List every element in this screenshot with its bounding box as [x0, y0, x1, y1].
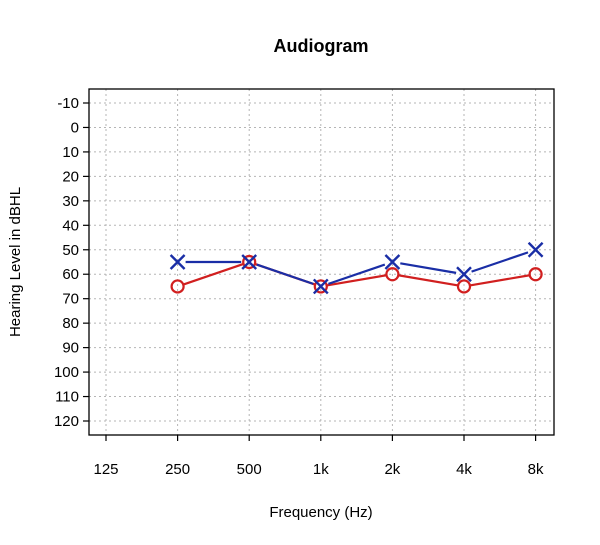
circle-marker: [385, 267, 400, 282]
y-tick-label: 100: [54, 364, 79, 381]
grid: [89, 89, 554, 435]
y-tick-label: 30: [62, 193, 79, 210]
x-tick-label: 250: [165, 461, 190, 478]
y-tick-label: 80: [62, 315, 79, 332]
cross-marker: [169, 254, 186, 270]
y-tick-label: 70: [62, 291, 79, 308]
circle-marker: [242, 254, 257, 270]
series-line-segment: [400, 262, 457, 274]
circle-marker: [170, 279, 185, 294]
series-line-segment: [182, 262, 244, 286]
series-line-segment: [469, 274, 530, 287]
y-tick-label: 0: [71, 119, 79, 136]
y-tick-label: 110: [55, 389, 79, 406]
x-tick-label: 8k: [528, 461, 544, 478]
y-tick-label: 90: [62, 340, 79, 357]
x-tick-label: 125: [93, 461, 118, 478]
cross-marker: [527, 241, 544, 258]
y-axis: -10 0 10 20 30 40 50 60 70 80 90 100 110 120: [54, 95, 89, 430]
series-line-segment: [328, 263, 386, 285]
y-tick-label: 50: [62, 242, 79, 259]
x-axis-label: Frequency (Hz): [269, 504, 372, 521]
cross-marker: [312, 278, 329, 295]
x-tick-label: 4k: [456, 461, 472, 478]
x-tick-label: 1k: [313, 461, 329, 478]
y-tick-label: 40: [62, 217, 79, 234]
circle-marker: [313, 279, 328, 294]
chart-title: Audiogram: [273, 36, 368, 56]
circle-marker: [456, 279, 472, 294]
series-cross: [169, 241, 544, 295]
y-tick-label: 20: [62, 168, 79, 185]
y-tick-label: 120: [54, 413, 79, 430]
circle-marker: [528, 267, 543, 282]
plot-frame: [88, 88, 555, 436]
x-tick-label: 2k: [384, 461, 400, 478]
y-tick-label: -10: [57, 95, 79, 112]
series-line-segment: [326, 274, 387, 287]
series-line-segment: [256, 263, 314, 285]
cross-marker: [241, 254, 258, 270]
series-line-segment: [471, 251, 529, 273]
cross-marker: [456, 266, 472, 283]
x-tick-label: 500: [237, 461, 262, 478]
x-axis: 125 250 500 1k 2k 4k 8k: [93, 435, 544, 478]
series-line-segment: [398, 274, 459, 287]
y-tick-label: 10: [62, 144, 79, 161]
cross-marker: [384, 254, 401, 270]
y-axis-label: Hearing Level in dBHL: [7, 187, 24, 337]
y-tick-label: 60: [62, 266, 79, 283]
series-layer: [169, 241, 544, 295]
